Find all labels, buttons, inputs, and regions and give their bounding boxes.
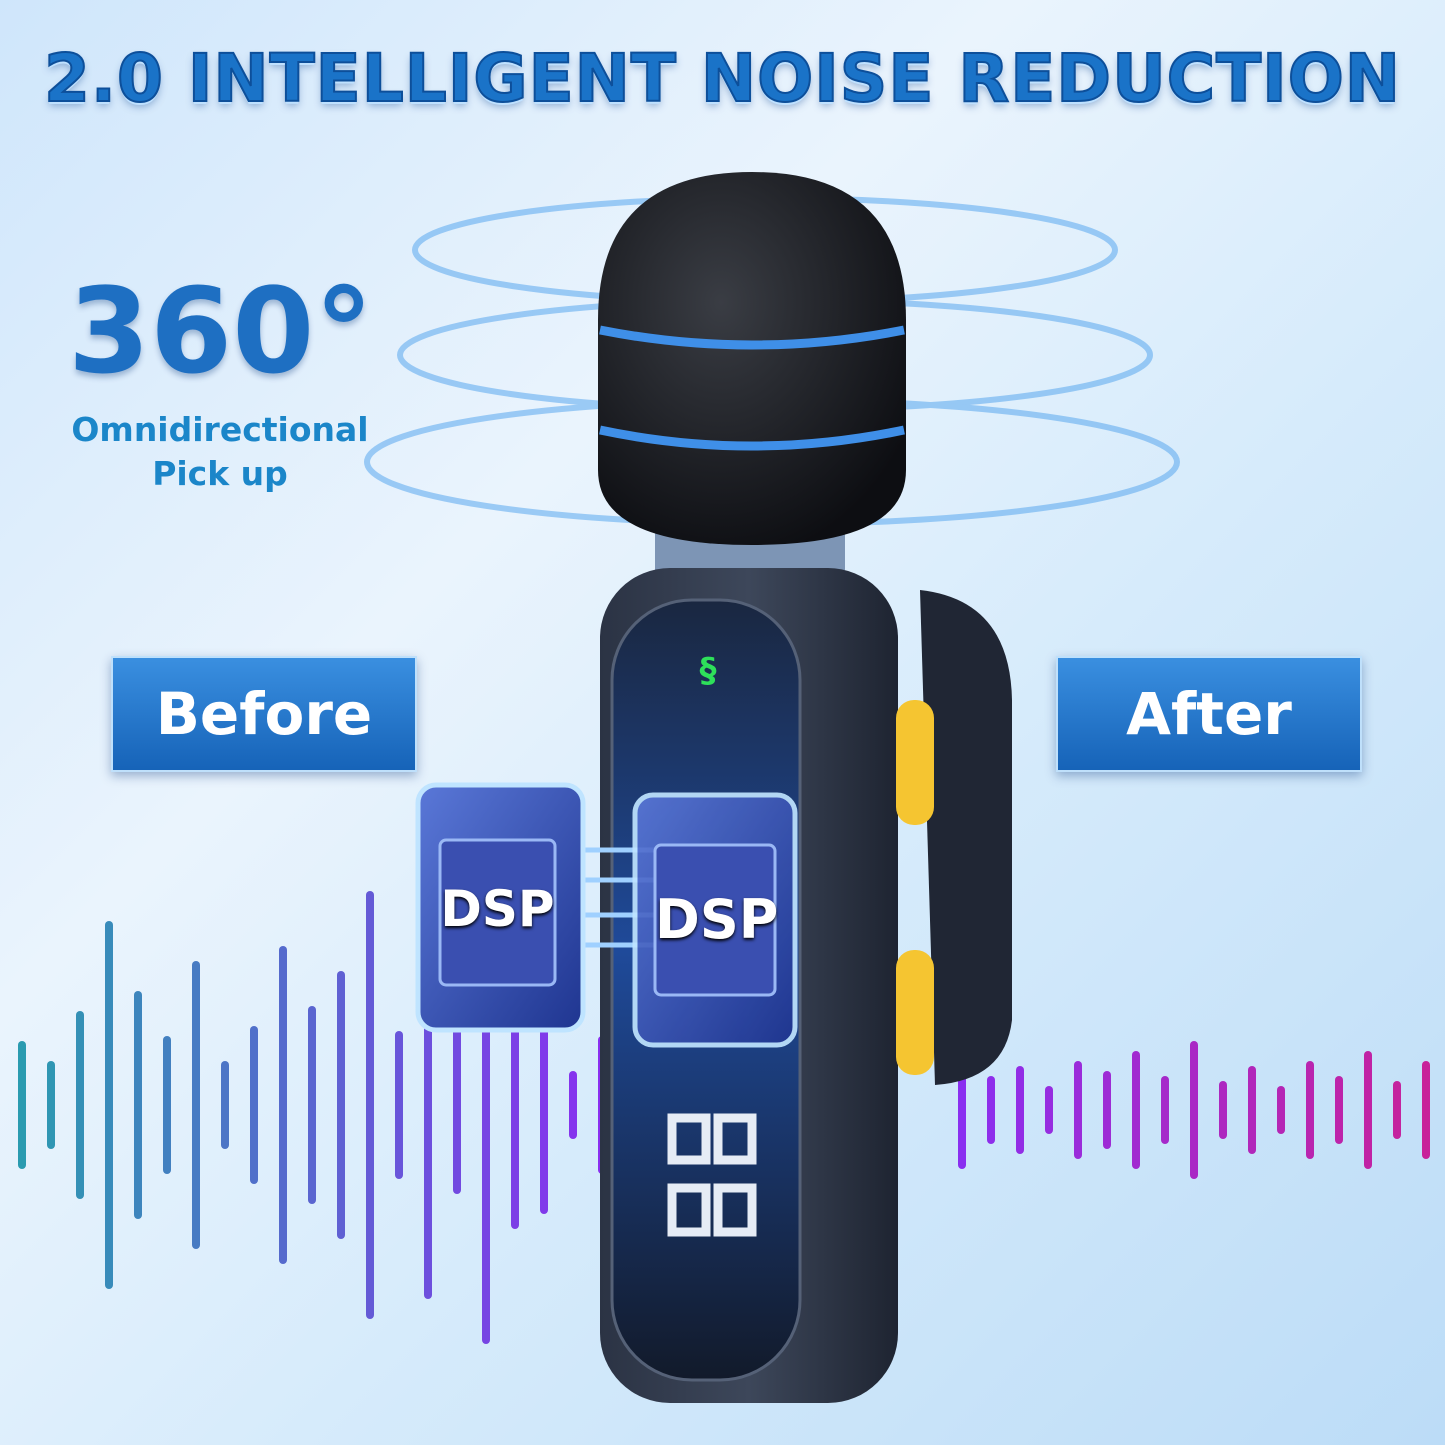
mode-icon [896,950,934,1075]
before-label: Before [111,656,417,772]
segment-display [667,1113,757,1237]
after-waveform [958,1041,1430,1179]
link-icon: § [700,651,717,691]
dsp-chip-label: DSP [440,880,555,938]
dsp-chips [415,782,798,1048]
clip [920,590,1012,1085]
power-icon [896,700,934,825]
microphone: § [598,172,934,1403]
feature-caption: Omnidirectional Pick up [40,408,400,496]
feature-line-2: Pick up [152,454,288,493]
angle-value: 360° [68,262,374,400]
headline: 2.0 INTELLIGENT NOISE REDUCTION [43,39,1402,118]
after-label: After [1056,656,1362,772]
feature-line-1: Omnidirectional [71,410,369,449]
dsp-chip-label: DSP [655,888,779,951]
